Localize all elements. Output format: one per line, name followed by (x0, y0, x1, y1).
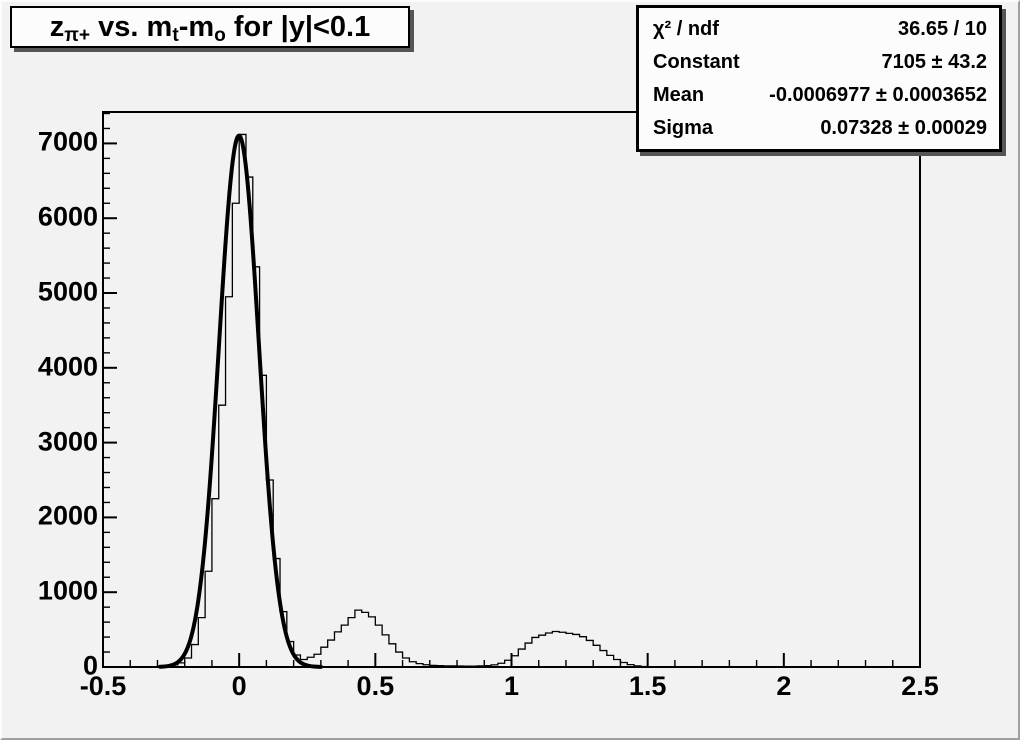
y-tick-label: 0 (82, 650, 98, 681)
stats-value: 36.65 / 10 (898, 18, 987, 41)
x-tick-label: 0 (231, 671, 247, 701)
stats-value: 0.07328 ± 0.00029 (820, 116, 987, 139)
y-tick-label: 1000 (37, 575, 98, 606)
stats-row-sigma: Sigma 0.07328 ± 0.00029 (653, 118, 987, 138)
x-tick-label: 1.5 (628, 671, 667, 701)
y-tick-label: 6000 (37, 201, 98, 232)
stats-label: Mean (653, 83, 705, 106)
stats-label: Constant (653, 51, 740, 74)
title-text: zπ+ vs. mt-mo for |y|<0.1 (49, 10, 371, 46)
y-tick-label: 3000 (37, 425, 98, 456)
stats-row-mean: Mean -0.0006977 ± 0.0003652 (653, 85, 987, 105)
stats-value: -0.0006977 ± 0.0003652 (769, 83, 987, 106)
x-tick-label: 0.5 (356, 671, 395, 701)
y-tick-label: 4000 (37, 351, 98, 382)
stats-value: 7105 ± 43.2 (881, 51, 987, 74)
gaussian-fit-curve (158, 133, 323, 669)
stats-row-chi2: χ² / ndf 36.65 / 10 (653, 19, 987, 39)
fit-stats-box: χ² / ndf 36.65 / 10 Constant 7105 ± 43.2… (636, 5, 1002, 152)
stats-label: Sigma (653, 116, 714, 139)
plot-title-box: zπ+ vs. mt-mo for |y|<0.1 (10, 6, 410, 48)
stats-label: χ² / ndf (653, 18, 719, 41)
histogram-steps (103, 133, 920, 668)
x-tick-label: 2 (776, 671, 792, 701)
x-tick-label: 2.5 (901, 671, 939, 701)
y-tick-label: 5000 (37, 276, 98, 307)
y-tick-label: 7000 (37, 126, 98, 157)
y-tick-label: 2000 (37, 500, 98, 531)
x-tick-label: 1 (503, 671, 520, 701)
x-tick-label: -0.5 (79, 671, 127, 701)
stats-row-constant: Constant 7105 ± 43.2 (653, 52, 987, 72)
